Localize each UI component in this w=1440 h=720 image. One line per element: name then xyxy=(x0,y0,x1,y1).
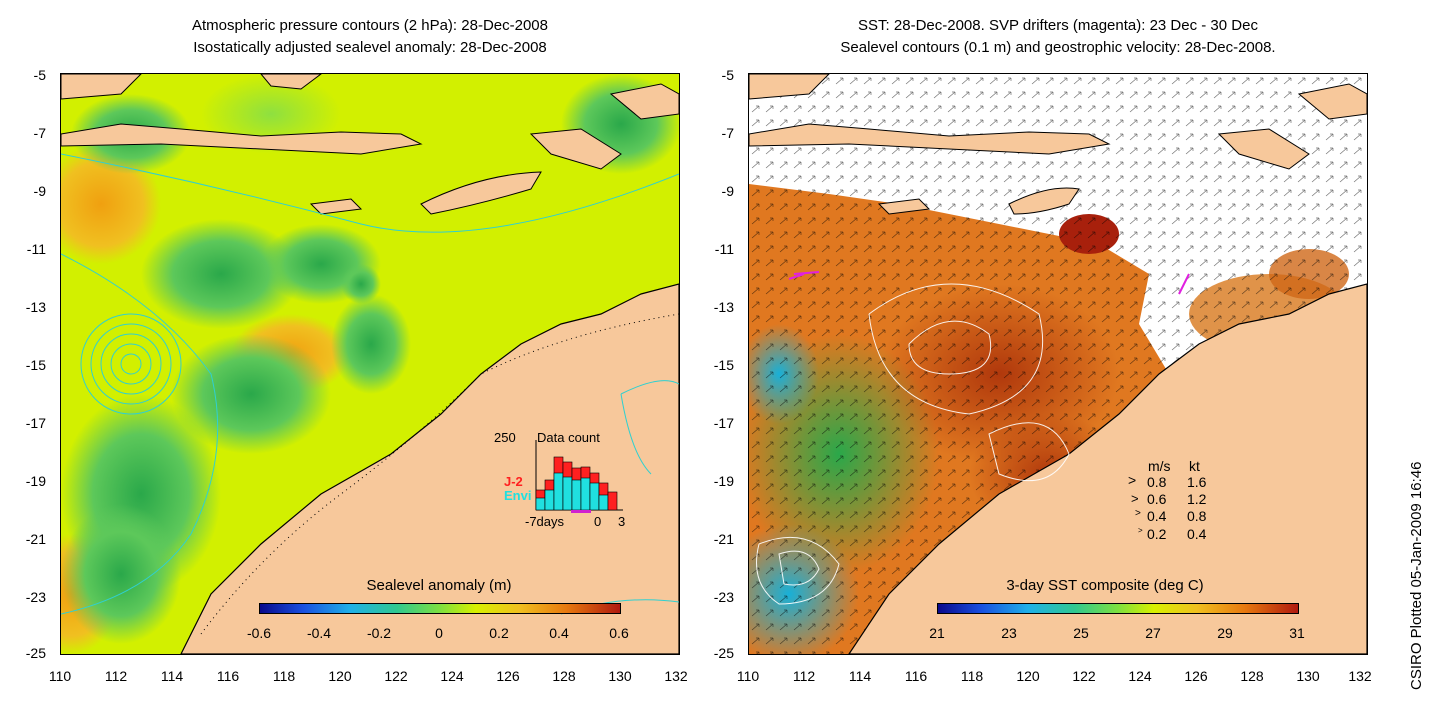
right-lon-tick-6: 122 xyxy=(1072,668,1096,684)
velocity-legend-header-ms: m/s xyxy=(1148,458,1171,474)
sst-map-graphic xyxy=(749,74,1367,654)
right-lon-tick-1: 112 xyxy=(792,668,816,684)
left-lat-tick-10: -25 xyxy=(25,645,46,661)
velocity-legend-ms-0: 0.8 xyxy=(1147,474,1167,490)
left-title-line2: Isostatically adjusted sealevel anomaly:… xyxy=(193,39,547,56)
left-lon-tick-3: 116 xyxy=(216,668,240,684)
left-lat-tick-4: -13 xyxy=(25,299,46,315)
velocity-legend-arrow-1: > xyxy=(1131,491,1139,506)
inset-x-left: -7days xyxy=(525,514,565,529)
right-lon-tick-4: 118 xyxy=(960,668,984,684)
right-lat-tick-5: -15 xyxy=(713,357,734,373)
right-lat-tick-7: -19 xyxy=(713,473,734,489)
left-lat-tick-1: -7 xyxy=(33,125,46,141)
inset-series2-label: Envi xyxy=(504,488,532,503)
left-cb-tick-4: 0.2 xyxy=(489,625,509,641)
right-lon-tick-10: 130 xyxy=(1296,668,1320,684)
plot-credit: CSIRO Plotted 05-Jan-2009 16:46 xyxy=(1408,461,1425,690)
left-lat-tick-0: -5 xyxy=(33,67,46,83)
velocity-legend-ms-2: 0.4 xyxy=(1147,508,1167,524)
velocity-legend-arrow-2: > xyxy=(1135,508,1141,519)
velocity-legend-ms-1: 0.6 xyxy=(1147,491,1167,507)
left-colorbar xyxy=(259,603,621,614)
left-cb-tick-0: -0.6 xyxy=(246,625,272,641)
right-lat-tick-3: -11 xyxy=(714,241,734,257)
left-lon-tick-11: 132 xyxy=(664,668,688,684)
left-lat-tick-5: -15 xyxy=(25,357,46,373)
left-lon-tick-7: 124 xyxy=(440,668,464,684)
right-cb-tick-0: 21 xyxy=(929,625,945,641)
right-cb-tick-2: 25 xyxy=(1073,625,1089,641)
left-lon-tick-1: 112 xyxy=(104,668,128,684)
inset-bars xyxy=(535,456,618,511)
inset-max-label: 250 xyxy=(494,430,516,445)
sst-map xyxy=(748,73,1368,655)
right-lat-tick-6: -17 xyxy=(713,415,734,431)
right-cb-tick-4: 29 xyxy=(1217,625,1233,641)
right-lat-tick-4: -13 xyxy=(713,299,734,315)
left-lat-tick-6: -17 xyxy=(25,415,46,431)
inset-x-right: 3 xyxy=(618,514,626,529)
right-lat-tick-0: -5 xyxy=(721,67,734,83)
left-cb-tick-3: 0 xyxy=(435,625,443,641)
left-lat-tick-3: -11 xyxy=(26,241,46,257)
left-lon-tick-9: 128 xyxy=(552,668,576,684)
velocity-legend-header-kt: kt xyxy=(1189,458,1200,474)
velocity-legend-arrow-3: > xyxy=(1138,526,1143,535)
right-cb-tick-5: 31 xyxy=(1289,625,1305,641)
left-lon-tick-8: 126 xyxy=(496,668,520,684)
left-cb-tick-6: 0.6 xyxy=(609,625,629,641)
velocity-legend-kt-0: 1.6 xyxy=(1187,474,1207,490)
left-lon-tick-10: 130 xyxy=(608,668,632,684)
right-title-line1: SST: 28-Dec-2008. SVP drifters (magenta)… xyxy=(858,17,1258,34)
data-count-inset xyxy=(535,440,623,513)
left-cb-tick-5: 0.4 xyxy=(549,625,569,641)
inset-title: Data count xyxy=(537,430,600,445)
right-lon-tick-11: 132 xyxy=(1348,668,1372,684)
velocity-legend-kt-1: 1.2 xyxy=(1187,491,1207,507)
right-lon-tick-2: 114 xyxy=(848,668,872,684)
left-lat-tick-7: -19 xyxy=(25,473,46,489)
left-lon-tick-5: 120 xyxy=(328,668,352,684)
right-lat-tick-8: -21 xyxy=(713,531,734,547)
right-lat-tick-1: -7 xyxy=(721,125,734,141)
left-lat-tick-9: -23 xyxy=(25,589,46,605)
right-lon-tick-5: 120 xyxy=(1016,668,1040,684)
right-lon-tick-7: 124 xyxy=(1128,668,1152,684)
left-cb-tick-1: -0.4 xyxy=(306,625,332,641)
left-lon-tick-6: 122 xyxy=(384,668,408,684)
left-lon-tick-2: 114 xyxy=(160,668,184,684)
right-cb-tick-1: 23 xyxy=(1001,625,1017,641)
sealevel-anomaly-map xyxy=(60,73,680,655)
right-lon-tick-0: 110 xyxy=(736,668,760,684)
left-colorbar-title: Sealevel anomaly (m) xyxy=(366,577,512,594)
left-lon-tick-4: 118 xyxy=(272,668,296,684)
right-lat-tick-10: -25 xyxy=(713,645,734,661)
right-cb-tick-3: 27 xyxy=(1145,625,1161,641)
right-lon-tick-3: 116 xyxy=(904,668,928,684)
velocity-legend-ms-3: 0.2 xyxy=(1147,526,1167,542)
left-cb-tick-2: -0.2 xyxy=(366,625,392,641)
right-lon-tick-9: 128 xyxy=(1240,668,1264,684)
left-lon-tick-0: 110 xyxy=(48,668,72,684)
velocity-legend-kt-2: 0.8 xyxy=(1187,508,1207,524)
right-title-line2: Sealevel contours (0.1 m) and geostrophi… xyxy=(840,39,1276,56)
right-lat-tick-2: -9 xyxy=(721,183,734,199)
right-lon-tick-8: 126 xyxy=(1184,668,1208,684)
left-lat-tick-2: -9 xyxy=(33,183,46,199)
inset-x-mid: 0 xyxy=(594,514,602,529)
right-lat-tick-9: -23 xyxy=(713,589,734,605)
inset-series1-label: J-2 xyxy=(504,474,523,489)
left-title-line1: Atmospheric pressure contours (2 hPa): 2… xyxy=(191,17,548,34)
velocity-legend-arrow-0: > xyxy=(1128,472,1137,488)
right-colorbar xyxy=(937,603,1299,614)
velocity-legend-kt-3: 0.4 xyxy=(1187,526,1207,542)
sealevel-map-graphic xyxy=(61,74,679,654)
right-colorbar-title: 3-day SST composite (deg C) xyxy=(1006,577,1204,594)
left-lat-tick-8: -21 xyxy=(25,531,46,547)
